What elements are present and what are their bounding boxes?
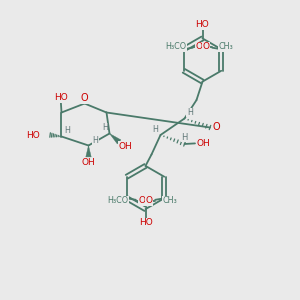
Text: O: O (202, 42, 209, 51)
Text: CH₃: CH₃ (218, 42, 233, 51)
Text: O: O (212, 122, 220, 132)
Text: H: H (187, 108, 193, 117)
Text: OH: OH (196, 139, 210, 148)
Text: HO: HO (26, 130, 40, 140)
Text: H: H (181, 133, 188, 142)
Text: H: H (64, 126, 70, 135)
Text: OH: OH (82, 158, 95, 167)
Text: H: H (152, 124, 158, 134)
Text: HO: HO (139, 218, 152, 227)
Text: H: H (102, 123, 108, 132)
Polygon shape (110, 134, 121, 144)
Text: H₃CO: H₃CO (108, 196, 129, 205)
Text: H₃CO: H₃CO (166, 42, 187, 51)
Text: O: O (145, 196, 152, 205)
Text: O: O (81, 93, 88, 103)
Text: OH: OH (118, 142, 132, 151)
Text: HO: HO (54, 93, 68, 102)
Text: CH₃: CH₃ (162, 196, 177, 205)
Text: HO: HO (196, 20, 209, 29)
Text: O: O (139, 196, 146, 205)
Text: H: H (92, 136, 98, 145)
Text: O: O (196, 42, 203, 51)
Polygon shape (86, 146, 91, 157)
